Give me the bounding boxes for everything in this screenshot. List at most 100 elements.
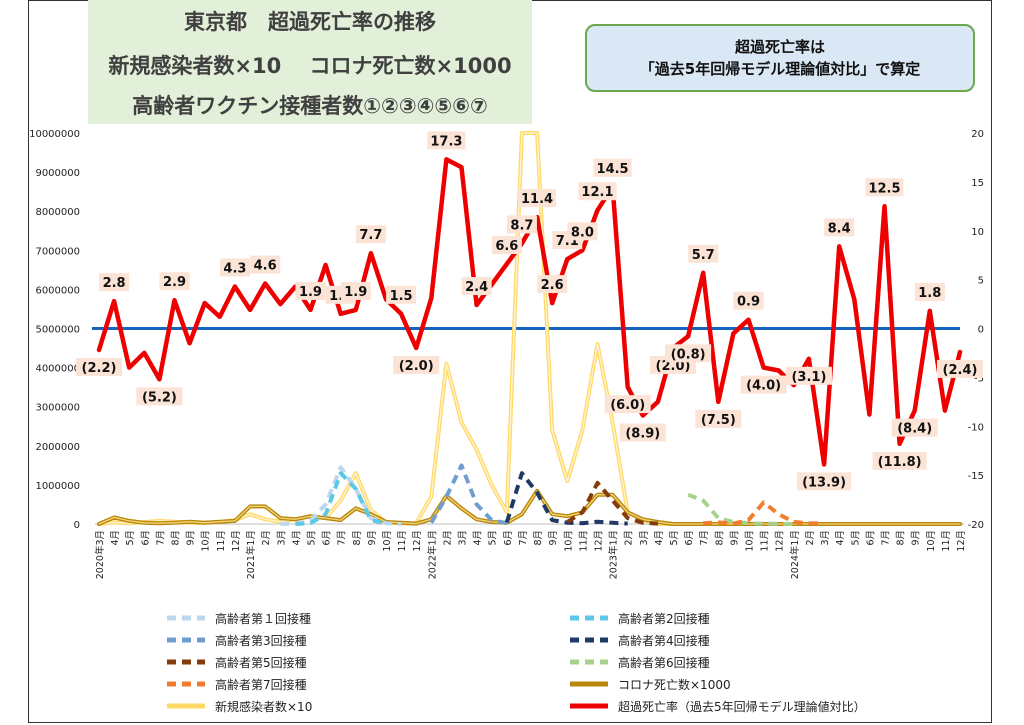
data-label-bg bbox=[250, 255, 281, 274]
right-axis-tick-label: -15 bbox=[968, 471, 984, 482]
right-axis-tick-label: -10 bbox=[968, 422, 984, 433]
data-label-bg bbox=[355, 225, 386, 244]
left-axis-tick-label: 2000000 bbox=[35, 442, 80, 453]
x-axis-tick-label: 12月 bbox=[412, 530, 423, 552]
data-label-bg bbox=[159, 272, 190, 291]
right-axis-tick-label: -5 bbox=[974, 373, 984, 384]
note-box: 超過死亡率は 「過去5年回帰モデル理論値対比」で算定 bbox=[585, 24, 975, 92]
legend-swatch bbox=[568, 633, 610, 647]
data-label: 4.6 bbox=[254, 259, 277, 274]
data-label-bg bbox=[619, 423, 666, 442]
legend-swatch bbox=[165, 655, 207, 669]
data-label: (2.4) bbox=[943, 363, 978, 378]
left-axis-tick-label: 6000000 bbox=[35, 285, 80, 296]
legend-swatch bbox=[568, 611, 610, 625]
data-label-bg bbox=[740, 375, 787, 394]
left-axis-tick-label: 5000000 bbox=[35, 325, 80, 336]
data-label-bg bbox=[518, 189, 557, 208]
x-axis-tick-label: 9月 bbox=[911, 530, 922, 546]
x-axis-tick-label: 7月 bbox=[155, 530, 166, 546]
legend-label: 高齢者第１回接種 bbox=[215, 612, 312, 626]
data-label: 2.9 bbox=[163, 275, 186, 290]
legend-swatch bbox=[568, 699, 610, 713]
x-axis-tick-label: 12月 bbox=[593, 530, 604, 552]
note-line1: 超過死亡率は bbox=[734, 38, 825, 56]
data-label-bg bbox=[340, 281, 371, 300]
left-axis-tick-label: 7000000 bbox=[35, 246, 80, 257]
x-axis-tick-label: 2月 bbox=[261, 530, 272, 546]
x-axis-tick-label: 5月 bbox=[488, 530, 499, 546]
x-axis-tick-label: 8月 bbox=[171, 530, 182, 546]
data-label: 0.9 bbox=[737, 295, 760, 310]
data-label-bg bbox=[593, 158, 632, 177]
x-axis-tick-label: 8月 bbox=[533, 530, 544, 546]
x-axis-tick-label: 6月 bbox=[684, 530, 695, 546]
data-label-bg bbox=[785, 366, 832, 385]
data-label-bg bbox=[295, 281, 326, 300]
data-label: 2.8 bbox=[103, 276, 126, 291]
x-axis-tick-label: 6月 bbox=[322, 530, 333, 546]
data-label: 1.9 bbox=[344, 285, 367, 300]
x-axis-tick-label: 5月 bbox=[125, 530, 136, 546]
data-label: 8.7 bbox=[510, 218, 533, 233]
x-axis-tick-label: 9月 bbox=[186, 530, 197, 546]
data-label-bg bbox=[695, 409, 742, 428]
data-label: (6.0) bbox=[610, 398, 645, 413]
x-axis-tick-label: 2021年1月 bbox=[245, 530, 257, 579]
x-axis-tick-label: 9月 bbox=[729, 530, 740, 546]
legend-label: 新規感染者数×10 bbox=[215, 700, 313, 714]
data-label-bg bbox=[578, 182, 617, 201]
data-label-bg bbox=[872, 451, 927, 470]
x-axis-tick-label: 10月 bbox=[926, 530, 937, 552]
x-axis-tick-label: 3月 bbox=[458, 530, 469, 546]
data-label: 17.3 bbox=[430, 134, 462, 149]
data-label-bg bbox=[688, 244, 719, 263]
right-axis-tick-label: 15 bbox=[971, 178, 984, 189]
data-label: 14.5 bbox=[597, 162, 629, 177]
x-axis-tick-label: 2023年1月 bbox=[608, 530, 620, 579]
data-label-bg bbox=[891, 418, 938, 437]
x-axis-tick-label: 11月 bbox=[216, 530, 227, 552]
chart-title-line2: 新規感染者数×10 コロナ死亡数×1000 bbox=[108, 54, 512, 78]
x-axis-tick-label: 2月 bbox=[442, 530, 453, 546]
data-label-bg bbox=[136, 387, 183, 406]
data-label-bg bbox=[427, 131, 466, 150]
x-axis-tick-label: 5月 bbox=[306, 530, 317, 546]
x-axis-tick-label: 3月 bbox=[820, 530, 831, 546]
x-axis-tick-label: 8月 bbox=[714, 530, 725, 546]
data-label: (13.9) bbox=[802, 475, 846, 490]
data-label: 7.7 bbox=[359, 228, 382, 243]
data-label-bg bbox=[99, 273, 130, 292]
x-axis-tick-label: 12月 bbox=[775, 530, 786, 552]
x-axis-tick-label: 11月 bbox=[397, 530, 408, 552]
data-label-bg bbox=[937, 359, 983, 378]
x-axis-tick-label: 9月 bbox=[367, 530, 378, 546]
vax4-series-line bbox=[504, 471, 628, 526]
x-axis-tick-label: 7月 bbox=[518, 530, 529, 546]
x-axis-tick-label: 7月 bbox=[880, 530, 891, 546]
data-label-bg bbox=[797, 472, 852, 491]
x-axis-tick-label: 5月 bbox=[669, 530, 680, 546]
data-label: (2.2) bbox=[82, 361, 117, 376]
data-label-bg bbox=[733, 291, 764, 310]
data-label: 2.4 bbox=[465, 280, 488, 295]
data-label: (8.4) bbox=[897, 422, 932, 437]
right-axis-tick-label: 0 bbox=[978, 325, 984, 336]
x-axis-tick-label: 5月 bbox=[850, 530, 861, 546]
x-axis-tick-label: 2024年1月 bbox=[789, 530, 801, 579]
x-axis-tick-label: 12月 bbox=[231, 530, 242, 552]
x-axis-tick-label: 2月 bbox=[624, 530, 635, 546]
data-label-bg bbox=[537, 275, 568, 294]
legend-swatch bbox=[165, 633, 207, 647]
left-axis-tick-label: 8000000 bbox=[35, 207, 80, 218]
data-label: (11.8) bbox=[878, 455, 922, 470]
x-axis-tick-label: 11月 bbox=[941, 530, 952, 552]
x-axis-tick-label: 4月 bbox=[473, 530, 484, 546]
legend-swatch bbox=[165, 677, 207, 691]
data-label: (5.2) bbox=[142, 390, 177, 405]
x-axis-tick-label: 11月 bbox=[578, 530, 589, 552]
legend-label: 超過死亡率（過去5年回帰モデル理論値対比） bbox=[618, 700, 866, 714]
x-axis-tick-label: 10月 bbox=[201, 530, 212, 552]
x-axis-tick-label: 2月 bbox=[805, 530, 816, 546]
